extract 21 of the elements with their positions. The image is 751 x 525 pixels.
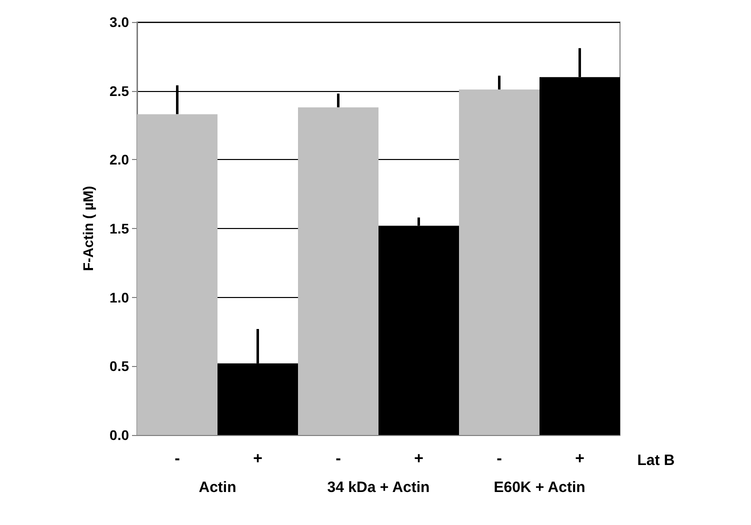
y-tick-label: 0.0 — [110, 427, 130, 443]
bar — [298, 107, 378, 435]
x-tick-label: - — [174, 450, 180, 468]
bar — [459, 89, 540, 435]
text: Actin — [198, 479, 236, 496]
x-tick-label: + — [575, 450, 584, 468]
text: E60K + Actin — [494, 479, 586, 496]
text: 34 kDa + Actin — [327, 479, 430, 496]
x-tick-label: - — [336, 450, 341, 468]
y-tick-label: 2.0 — [110, 152, 130, 168]
y-tick-label: 0.5 — [110, 358, 130, 374]
x-tick-label: + — [414, 450, 424, 468]
y-tick-label: 2.5 — [110, 82, 130, 99]
text: Lat B — [637, 452, 675, 469]
y-tick-label: 1.0 — [110, 289, 130, 306]
y-tick-label: 1.5 — [110, 220, 130, 236]
y-axis-title: F-Actin ( µM) — [80, 186, 96, 272]
x-tick-label: + — [253, 450, 262, 468]
y-tick-label: 3.0 — [110, 14, 130, 30]
x-tick-label: - — [496, 450, 502, 468]
bar — [137, 114, 218, 435]
